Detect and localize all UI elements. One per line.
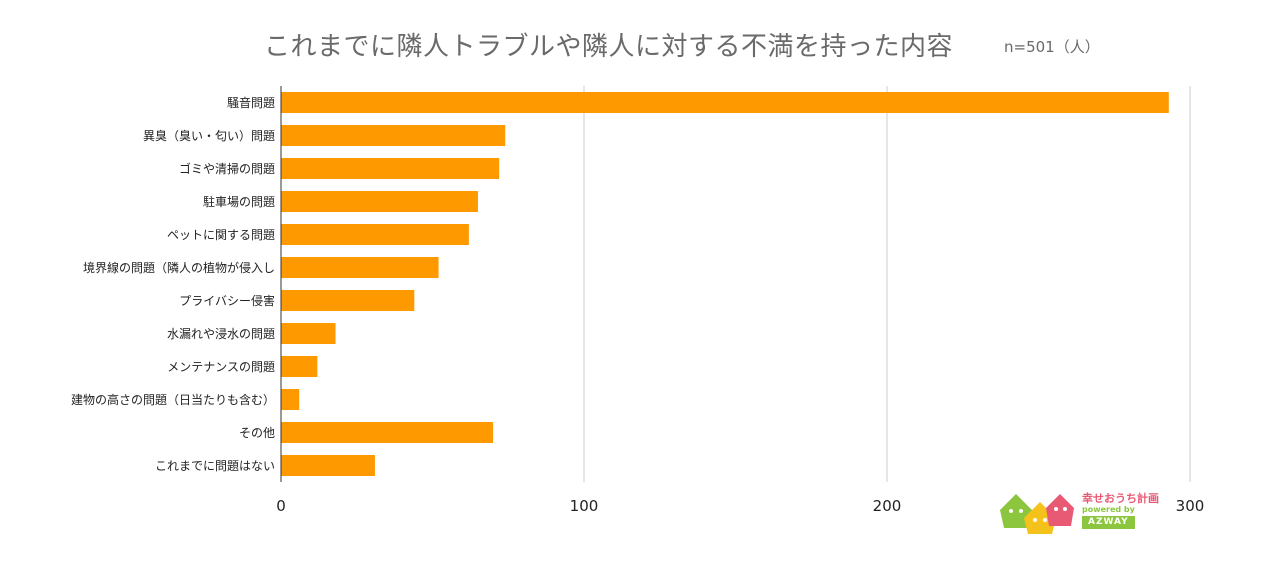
bar	[281, 290, 415, 311]
bar	[281, 455, 375, 476]
bar	[281, 356, 318, 377]
x-tick-label: 200	[873, 497, 902, 515]
bar	[281, 257, 439, 278]
category-label: プライバシー侵害	[179, 293, 275, 308]
bar	[281, 92, 1169, 113]
chart-subtitle: n=501（人）	[1004, 38, 1100, 56]
bar	[281, 323, 336, 344]
logo-brand: AZWAY	[1082, 516, 1135, 529]
category-label: ゴミや清掃の問題	[179, 161, 275, 176]
x-tick-label: 0	[276, 497, 286, 515]
house-characters-icon	[1000, 494, 1074, 534]
category-label: その他	[239, 426, 275, 440]
category-label: 境界線の問題（隣人の植物が侵入し	[83, 260, 275, 275]
category-label: 騒音問題	[227, 95, 275, 110]
logo-tagline: powered by	[1082, 505, 1135, 514]
category-label: 駐車場の問題	[203, 194, 275, 209]
category-label: 異臭（臭い・匂い）問題	[143, 128, 275, 143]
bar	[281, 125, 506, 146]
category-label: 水漏れや浸水の問題	[167, 327, 275, 341]
category-label: ペットに関する問題	[167, 228, 275, 242]
chart-title: これまでに隣人トラブルや隣人に対する不満を持った内容	[264, 32, 954, 62]
x-tick-label: 300	[1176, 497, 1205, 515]
bar	[281, 389, 300, 410]
category-label: 建物の高さの問題（日当たりも含む）	[71, 392, 275, 407]
x-tick-label: 100	[570, 497, 599, 515]
bar	[281, 422, 494, 443]
bar	[281, 224, 469, 245]
bar	[281, 191, 478, 212]
category-label: これまでに問題はない	[155, 459, 275, 473]
bar	[281, 158, 500, 179]
logo-name: 幸せおうち計画	[1082, 492, 1159, 505]
category-label: メンテナンスの問題	[167, 360, 275, 374]
azway-logo: 幸せおうち計画 powered by AZWAY	[998, 488, 1159, 534]
